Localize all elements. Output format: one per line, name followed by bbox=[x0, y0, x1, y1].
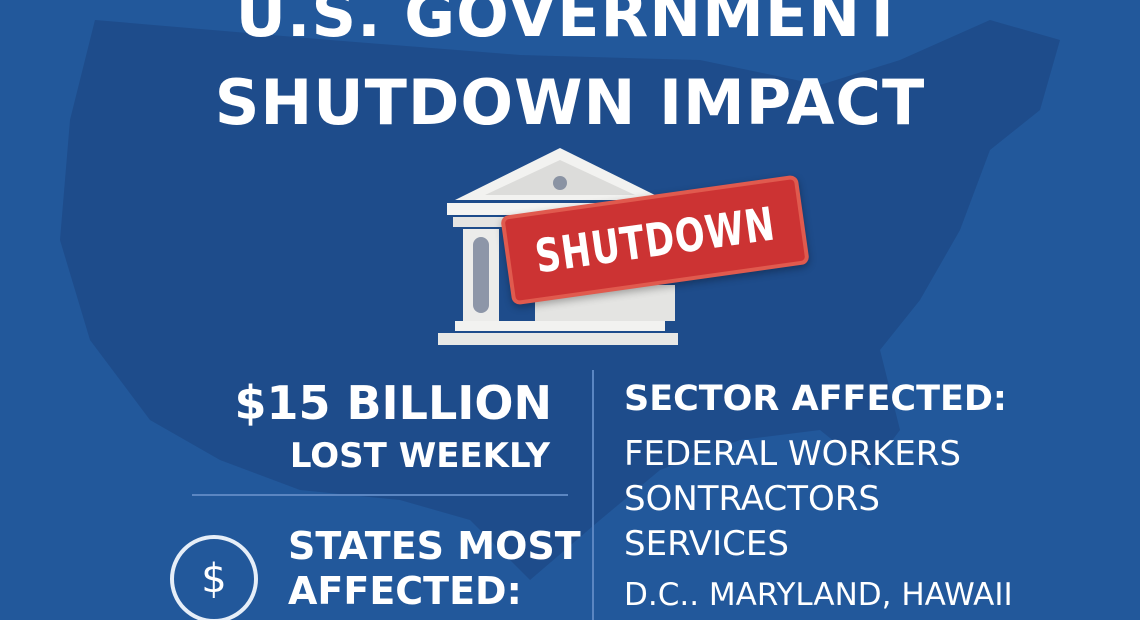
title-line-1: U.S. GOVERNMENT bbox=[235, 0, 905, 51]
states-value: D.C.. MARYLAND, HAWAII bbox=[624, 577, 1013, 613]
amount-lost: $15 BILLION bbox=[234, 376, 552, 430]
divider-vertical bbox=[592, 370, 594, 620]
states-heading-line-1: STATES MOST bbox=[288, 524, 581, 568]
dollar-coin-icon: $ bbox=[170, 535, 258, 620]
stamp-label: SHUTDOWN bbox=[531, 196, 779, 284]
sector-item: SERVICES bbox=[624, 524, 789, 564]
amount-caption: LOST WEEKLY bbox=[289, 436, 550, 476]
divider-horizontal bbox=[192, 494, 568, 496]
sector-heading: SECTOR AFFECTED: bbox=[624, 379, 1007, 419]
sector-item: FEDERAL WORKERS bbox=[624, 434, 961, 474]
title-line-2: SHUTDOWN IMPACT bbox=[214, 66, 926, 139]
sector-item: SONTRACTORS bbox=[624, 479, 880, 519]
states-heading-line-2: AFFECTED: bbox=[288, 569, 522, 613]
